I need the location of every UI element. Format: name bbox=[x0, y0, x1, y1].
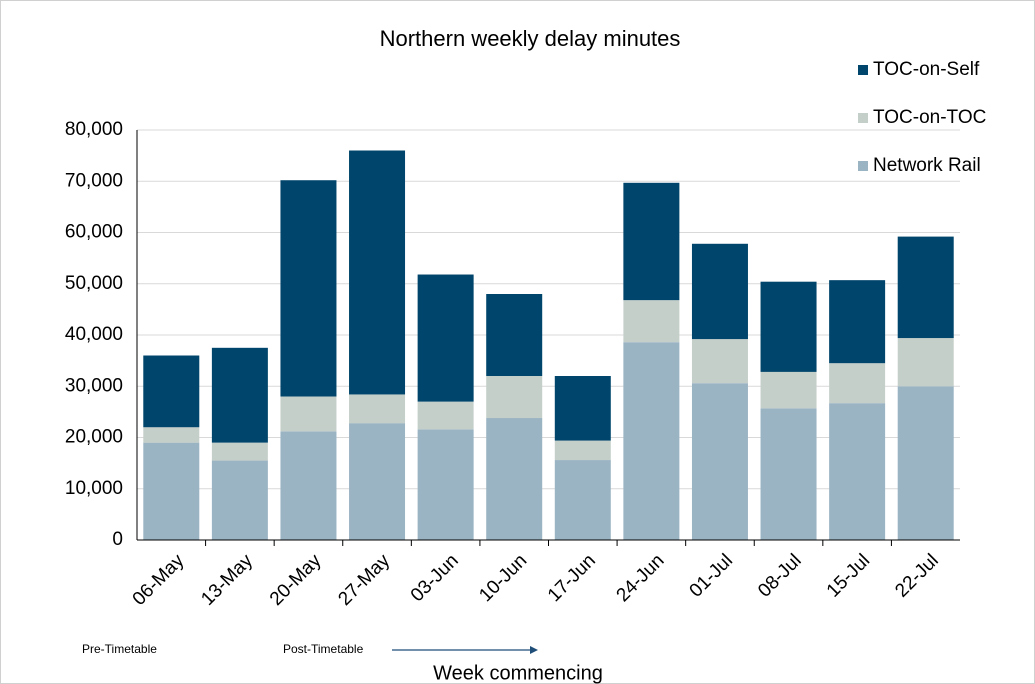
bar-segment bbox=[280, 396, 337, 432]
legend-label: TOC-on-TOC bbox=[873, 107, 986, 128]
bar-segment bbox=[691, 243, 748, 340]
bar-segment bbox=[143, 427, 200, 443]
bar-segment bbox=[760, 371, 817, 409]
bar-segment bbox=[554, 440, 611, 461]
y-tick-label: 10,000 bbox=[65, 478, 123, 499]
legend-label: TOC-on-Self bbox=[873, 59, 980, 80]
annotation-arrowhead bbox=[530, 646, 538, 654]
bar-segment bbox=[211, 442, 268, 461]
bar-segment bbox=[486, 294, 543, 376]
bar-segment bbox=[280, 180, 337, 397]
legend-swatch bbox=[858, 161, 868, 171]
legend-swatch bbox=[858, 113, 868, 123]
bar-segment bbox=[349, 423, 406, 540]
bar-segment bbox=[760, 408, 817, 540]
bar-segment bbox=[829, 403, 886, 540]
bar-segment bbox=[417, 401, 474, 430]
y-tick-label: 0 bbox=[112, 529, 123, 550]
chart-title: Northern weekly delay minutes bbox=[380, 26, 681, 51]
bar-segment bbox=[486, 418, 543, 540]
bar-segment bbox=[623, 182, 680, 301]
y-tick-label: 60,000 bbox=[65, 222, 123, 243]
bar-segment bbox=[280, 431, 337, 540]
y-tick-label: 30,000 bbox=[65, 375, 123, 396]
x-axis-label: Week commencing bbox=[433, 662, 603, 684]
y-tick-label: 80,000 bbox=[65, 119, 123, 140]
bar-segment bbox=[897, 386, 954, 540]
bar-segment bbox=[143, 355, 200, 428]
bar-segment bbox=[349, 150, 406, 395]
y-tick-label: 20,000 bbox=[65, 427, 123, 448]
bar-segment bbox=[897, 338, 954, 387]
annotation: Pre-Timetable bbox=[82, 642, 157, 656]
bar-segment bbox=[829, 363, 886, 404]
legend-swatch bbox=[858, 65, 868, 75]
bar-segment bbox=[486, 376, 543, 419]
bar-segment bbox=[143, 442, 200, 540]
annotation: Post-Timetable bbox=[283, 642, 364, 656]
bar-segment bbox=[554, 460, 611, 540]
bar-segment bbox=[623, 300, 680, 343]
legend-label: Network Rail bbox=[873, 155, 981, 176]
bar-segment bbox=[349, 394, 406, 424]
bar-segment bbox=[691, 339, 748, 384]
bar-segment bbox=[211, 460, 268, 540]
y-tick-label: 50,000 bbox=[65, 273, 123, 294]
bar-segment bbox=[691, 383, 748, 540]
bar-segment bbox=[897, 236, 954, 339]
bar-segment bbox=[417, 429, 474, 540]
bar-segment bbox=[211, 347, 268, 443]
y-tick-label: 40,000 bbox=[65, 324, 123, 345]
bar-segment bbox=[829, 280, 886, 364]
bar-segment bbox=[554, 376, 611, 441]
bar-segment bbox=[417, 274, 474, 402]
bar-segment bbox=[623, 342, 680, 540]
bar-segment bbox=[760, 281, 817, 372]
y-tick-label: 70,000 bbox=[65, 170, 123, 191]
